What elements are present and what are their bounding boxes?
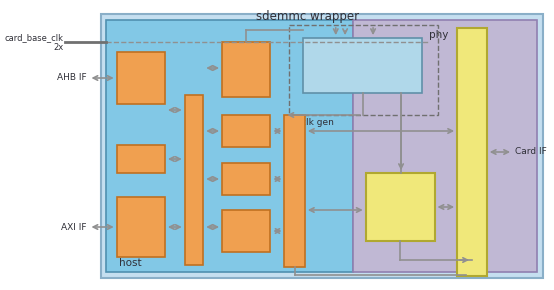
Bar bbox=[116, 197, 165, 257]
Text: card_base_clk: card_base_clk bbox=[4, 34, 63, 43]
Text: AHBS
IF: AHBS IF bbox=[129, 68, 153, 88]
Bar bbox=[352, 20, 537, 272]
Bar bbox=[101, 14, 543, 278]
Text: host: host bbox=[119, 258, 142, 268]
Text: AXI IF: AXI IF bbox=[61, 222, 87, 231]
Text: PCL: PCL bbox=[286, 186, 303, 195]
Text: 2x: 2x bbox=[53, 43, 63, 52]
Bar bbox=[116, 145, 165, 173]
Text: AHB IF: AHB IF bbox=[57, 73, 87, 82]
Bar bbox=[222, 163, 270, 195]
Bar bbox=[303, 38, 423, 93]
Text: AXIM
IF: AXIM IF bbox=[130, 217, 152, 237]
Text: IO
PAD: IO PAD bbox=[463, 142, 481, 162]
Bar bbox=[222, 42, 270, 97]
Text: phy: phy bbox=[429, 30, 448, 40]
Text: DL&DLL: DL&DLL bbox=[381, 202, 420, 212]
Bar bbox=[366, 173, 435, 241]
Bar bbox=[106, 20, 352, 272]
Text: Clock divider: Clock divider bbox=[331, 60, 394, 70]
Bar bbox=[184, 95, 203, 265]
Text: FIFO: FIFO bbox=[236, 126, 256, 135]
Bar bbox=[222, 115, 270, 147]
Text: SPRAM: SPRAM bbox=[231, 66, 261, 75]
Bar bbox=[284, 115, 305, 267]
Bar bbox=[222, 210, 270, 252]
Text: Timer: Timer bbox=[128, 155, 154, 164]
Bar bbox=[457, 28, 487, 276]
Text: sdemmc wrapper: sdemmc wrapper bbox=[256, 10, 360, 23]
Text: Card IF: Card IF bbox=[515, 148, 547, 157]
Text: REG: REG bbox=[184, 175, 203, 184]
Bar bbox=[116, 52, 165, 104]
Text: DMA: DMA bbox=[236, 226, 257, 235]
Text: clk gen: clk gen bbox=[301, 118, 334, 127]
Text: CQE: CQE bbox=[237, 175, 255, 184]
Bar bbox=[289, 25, 438, 115]
